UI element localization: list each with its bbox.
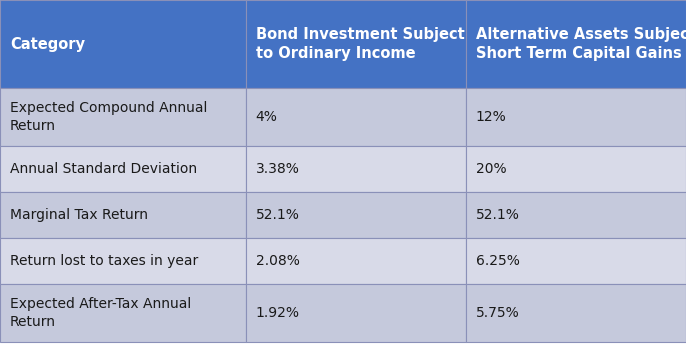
Bar	[0, 88, 246, 146]
Text: Alternative Assets Subject to
Short Term Capital Gains: Alternative Assets Subject to Short Term…	[476, 27, 686, 61]
Bar	[0, 0, 246, 88]
Text: Expected After-Tax Annual
Return: Expected After-Tax Annual Return	[10, 297, 191, 329]
Bar	[466, 284, 686, 342]
Bar	[466, 192, 686, 238]
Text: Return lost to taxes in year: Return lost to taxes in year	[10, 254, 198, 268]
Bar	[0, 146, 246, 192]
Bar	[0, 192, 246, 238]
Text: Category: Category	[10, 36, 85, 52]
Bar	[246, 0, 466, 88]
Text: Annual Standard Deviation: Annual Standard Deviation	[10, 162, 197, 176]
Text: Bond Investment Subject
to Ordinary Income: Bond Investment Subject to Ordinary Inco…	[256, 27, 464, 61]
Text: Expected Compound Annual
Return: Expected Compound Annual Return	[10, 101, 207, 133]
Bar	[246, 238, 466, 284]
Bar	[246, 192, 466, 238]
Text: 3.38%: 3.38%	[256, 162, 300, 176]
Text: 12%: 12%	[476, 110, 506, 124]
Text: 52.1%: 52.1%	[256, 208, 300, 222]
Text: 6.25%: 6.25%	[476, 254, 520, 268]
Text: 5.75%: 5.75%	[476, 306, 519, 320]
Bar	[466, 238, 686, 284]
Bar	[0, 238, 246, 284]
Text: 20%: 20%	[476, 162, 506, 176]
Bar	[466, 88, 686, 146]
Bar	[246, 146, 466, 192]
Text: 52.1%: 52.1%	[476, 208, 520, 222]
Text: 4%: 4%	[256, 110, 277, 124]
Bar	[466, 146, 686, 192]
Text: 1.92%: 1.92%	[256, 306, 300, 320]
Text: 2.08%: 2.08%	[256, 254, 300, 268]
Bar	[0, 284, 246, 342]
Bar	[246, 88, 466, 146]
Bar	[246, 284, 466, 342]
Text: Marginal Tax Return: Marginal Tax Return	[10, 208, 148, 222]
Bar	[466, 0, 686, 88]
